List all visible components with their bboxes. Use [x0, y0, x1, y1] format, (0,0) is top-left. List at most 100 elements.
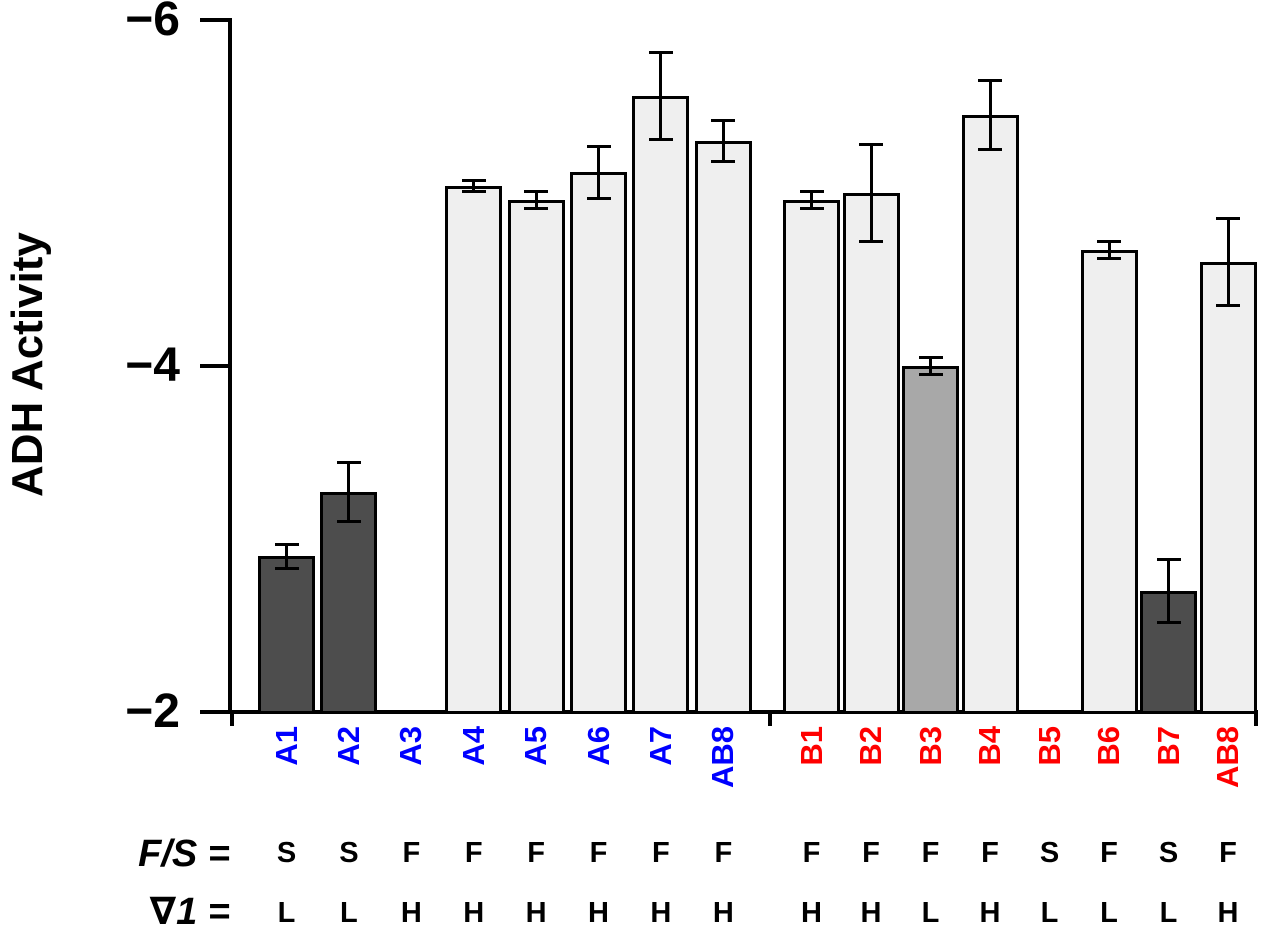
x-label-A6: A6 — [580, 726, 616, 766]
x-label-A2: A2 — [330, 726, 366, 766]
annotation-fs-B5: S — [1039, 837, 1060, 869]
x-label-B1: B1 — [793, 726, 829, 766]
annotation-fs-A4: F — [464, 837, 483, 869]
error-bar-cap-B4 — [978, 79, 1002, 83]
error-bar-cap-A1 — [274, 566, 299, 570]
y-tick-label: −4 — [125, 339, 180, 392]
bar-B4 — [961, 115, 1019, 714]
x-tick-mark — [1254, 712, 1258, 726]
y-tick-mark — [200, 710, 228, 714]
x-tick-mark — [768, 712, 772, 726]
x-label-AB8: AB8 — [705, 726, 741, 789]
error-bar-cap-AB8 — [1216, 217, 1240, 221]
row-label-nabla1: ∇1 = — [149, 891, 230, 933]
error-bar-cap-AB8 — [1216, 303, 1240, 307]
error-bar-cap-B3 — [918, 373, 943, 377]
bar-A4 — [445, 186, 503, 714]
error-bar-cap-B1 — [799, 189, 824, 193]
bar-B3 — [902, 366, 959, 714]
bar-B6 — [1080, 250, 1138, 714]
error-bar-cap-A5 — [524, 207, 549, 211]
error-bar-cap-B2 — [859, 239, 883, 243]
annotation-fs-B1: F — [802, 837, 821, 869]
annotation-nabla1-B4: H — [979, 897, 1001, 929]
annotation-nabla1-B3: L — [921, 897, 940, 929]
error-bar-cap-AB8 — [711, 160, 736, 164]
error-bar-line-B4 — [988, 80, 992, 150]
error-bar-cap-B3 — [918, 355, 943, 359]
error-bar-line-AB8 — [1226, 218, 1230, 306]
error-bar-cap-A4 — [461, 189, 486, 193]
x-tick-mark — [230, 712, 234, 726]
bar-AB8 — [694, 141, 752, 714]
error-bar-line-A2 — [347, 462, 351, 522]
x-label-A5: A5 — [518, 726, 554, 766]
x-label-B3: B3 — [912, 726, 948, 766]
annotation-fs-B7: S — [1158, 837, 1179, 869]
row-label-fs: F/S = — [138, 833, 230, 875]
error-bar-cap-A7 — [648, 137, 673, 141]
annotation-fs-A2: S — [339, 837, 359, 869]
annotation-nabla1-A5: H — [525, 897, 547, 929]
error-bar-line-B1 — [810, 191, 813, 209]
y-tick-label: −2 — [125, 685, 180, 738]
error-bar-cap-B2 — [859, 143, 883, 147]
annotation-nabla1-A1: L — [277, 897, 296, 929]
error-bar-cap-A6 — [586, 144, 611, 148]
error-bar-cap-A7 — [648, 51, 673, 55]
error-bar-line-AB8 — [721, 120, 725, 162]
error-bar-line-B6 — [1107, 241, 1111, 259]
x-label-AB8: AB8 — [1210, 726, 1245, 789]
error-bar-cap-B6 — [1097, 239, 1121, 243]
annotation-nabla1-A7: H — [650, 897, 672, 929]
error-bar-cap-A6 — [586, 196, 611, 200]
annotation-nabla1-B5: L — [1040, 897, 1059, 929]
x-label-B7: B7 — [1150, 726, 1186, 766]
annotation-nabla1-A6: H — [588, 897, 609, 929]
annotation-nabla1-B2: H — [860, 897, 882, 929]
error-bar-cap-A2 — [336, 520, 361, 524]
error-bar-cap-B7 — [1156, 620, 1181, 624]
annotation-nabla1-A4: H — [463, 897, 485, 929]
annotation-fs-A1: S — [276, 837, 297, 869]
x-label-B6: B6 — [1091, 726, 1126, 766]
bar-A2 — [320, 492, 378, 714]
error-bar-cap-A5 — [524, 189, 549, 193]
bar-A5 — [507, 199, 565, 714]
annotation-fs-A6: F — [589, 837, 608, 869]
error-bar-cap-B6 — [1097, 257, 1121, 261]
annotation-nabla1-B7: L — [1159, 897, 1178, 929]
annotation-fs-B4: F — [981, 837, 999, 869]
annotation-fs-A7: F — [652, 837, 670, 869]
bar-B1 — [783, 199, 840, 714]
bar-AB8 — [1199, 262, 1257, 714]
bar-A7 — [632, 96, 690, 714]
y-tick-mark — [200, 18, 228, 22]
annotation-nabla1-AB8: H — [712, 897, 734, 929]
annotation-fs-AB8: F — [1219, 837, 1237, 869]
annotation-fs-AB8: F — [714, 837, 733, 869]
error-bar-cap-B4 — [978, 148, 1002, 152]
y-tick-mark — [200, 364, 228, 368]
bar-A1 — [258, 556, 315, 714]
x-label-B5: B5 — [1031, 726, 1067, 766]
y-tick-label: −6 — [125, 0, 180, 46]
x-label-A3: A3 — [393, 726, 429, 766]
annotation-nabla1-AB8: H — [1217, 897, 1239, 929]
error-bar-cap-B7 — [1156, 558, 1181, 562]
x-label-B4: B4 — [972, 726, 1007, 766]
error-bar-cap-AB8 — [711, 118, 736, 122]
annotation-fs-B3: F — [921, 837, 940, 869]
x-label-A7: A7 — [642, 726, 678, 766]
y-axis-line — [228, 18, 232, 714]
error-bar-line-A1 — [285, 544, 288, 569]
error-bar-line-B3 — [929, 357, 932, 375]
x-label-B2: B2 — [853, 726, 888, 766]
annotation-fs-A5: F — [527, 837, 545, 869]
error-bar-cap-A2 — [336, 461, 361, 465]
annotation-fs-A3: F — [402, 837, 421, 869]
bar-B2 — [842, 193, 900, 714]
error-bar-line-B7 — [1167, 559, 1170, 623]
